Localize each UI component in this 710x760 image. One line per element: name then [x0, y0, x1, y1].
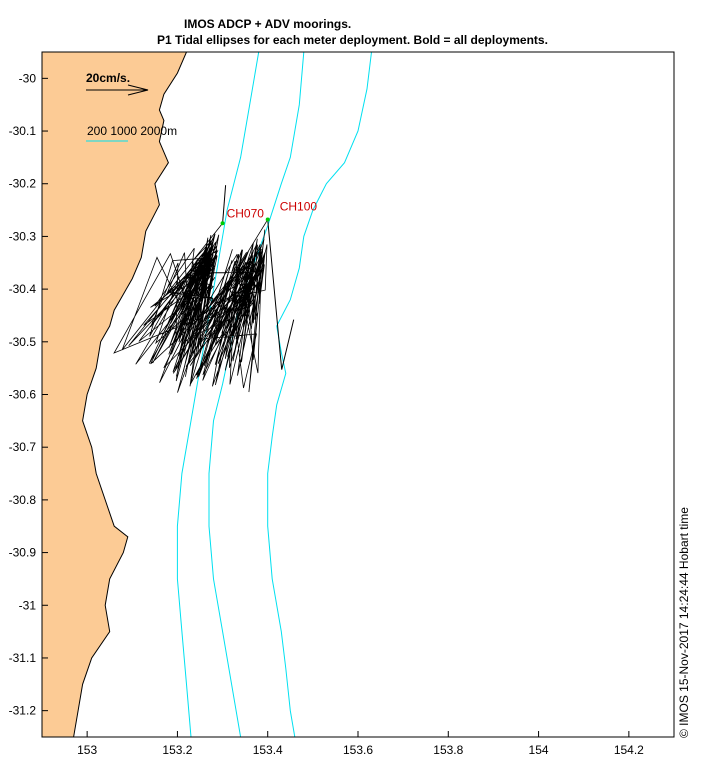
tidal-ellipse-ch100: [163, 219, 269, 393]
x-tick-label: 153.8: [433, 743, 463, 757]
velocity-scale-label: 20cm/s.: [86, 71, 130, 85]
depth-legend: 200 1000 2000m: [86, 124, 177, 142]
y-tick-label: -30.2: [9, 177, 37, 191]
station-marker-ch100: [265, 217, 270, 222]
x-tick-label: 153: [77, 743, 97, 757]
land-area: [42, 52, 187, 737]
x-axis: 153 153.2 153.4 153.6 153.8 154 154.2: [77, 731, 644, 757]
x-tick-label: 154.2: [614, 743, 644, 757]
tidal-ellipses: [113, 185, 295, 393]
x-tick-label: 154: [529, 743, 549, 757]
isobath-200m: [176, 52, 260, 737]
velocity-scale-arrowhead: [127, 84, 149, 96]
station-label-ch070: CH070: [227, 206, 265, 220]
y-tick-label: -30.4: [9, 282, 37, 296]
mean-vector-ch070: [222, 185, 227, 224]
y-tick-label: -30.8: [9, 493, 37, 507]
station-markers: CH070 CH100: [220, 200, 318, 226]
map-area: [42, 52, 674, 737]
station-marker-ch070: [220, 221, 225, 226]
y-tick-label: -30.1: [9, 124, 37, 138]
figure-title: IMOS ADCP + ADV moorings.: [184, 17, 351, 31]
y-tick-label: -31.2: [9, 704, 37, 718]
y-tick-label: -30: [19, 71, 37, 85]
footer-credit: © IMOS 15-Nov-2017 14:24:44 Hobart time: [677, 507, 691, 738]
y-tick-label: -30.7: [9, 440, 37, 454]
depth-legend-label: 200 1000 2000m: [87, 124, 177, 138]
x-tick-label: 153.2: [162, 743, 192, 757]
y-axis: -30 -30.1 -30.2 -30.3 -30.4 -30.5 -30.6 -30.7 -3…: [9, 71, 48, 718]
y-tick-label: -30.5: [9, 335, 37, 349]
y-tick-label: -31: [19, 598, 37, 612]
y-tick-label: -31.1: [9, 651, 37, 665]
isobath-2000m: [267, 52, 372, 737]
x-tick-label: 153.6: [343, 743, 373, 757]
y-tick-label: -30.3: [9, 229, 37, 243]
figure-subtitle: P1 Tidal ellipses for each meter deploym…: [157, 33, 548, 47]
y-tick-label: -30.9: [9, 546, 37, 560]
y-tick-label: -30.6: [9, 388, 37, 402]
station-label-ch100: CH100: [280, 200, 318, 214]
mean-vector-ch100: [267, 219, 295, 370]
velocity-scale: 20cm/s.: [86, 71, 149, 96]
x-tick-label: 153.4: [253, 743, 283, 757]
